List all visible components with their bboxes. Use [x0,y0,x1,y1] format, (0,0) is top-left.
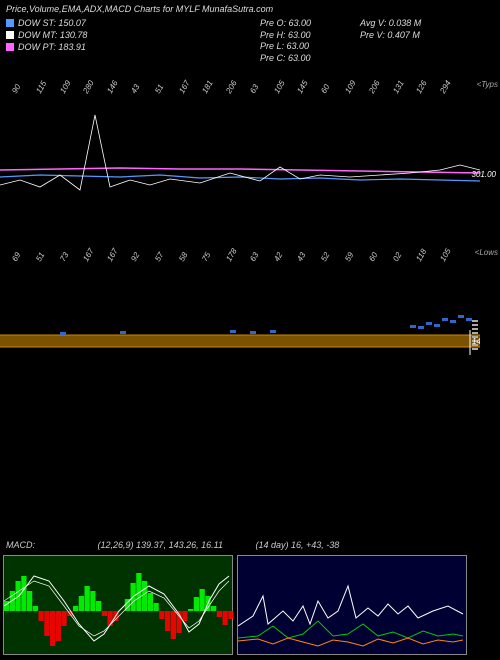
legend-label: DOW PT: 183.91 [18,42,86,52]
adx-params: (14 day) 16, +43, -38 [255,540,339,550]
tick-label: 206 [367,79,381,95]
tick-label: 294 [438,79,452,95]
tick-label: 131 [391,79,405,95]
info-row: Pre C: 63.00 [260,53,311,65]
tick-label: 145 [296,79,310,95]
tick-label: 51 [153,83,165,95]
price-axis-ticks: 90 115 109 280 146 43 51 167 181 206 63 105 145 60 109… [0,72,480,92]
tick-label: 126 [415,79,429,95]
volume-svg: 143 [0,240,480,380]
swatch-mt [6,31,14,39]
macd-params: (12,26,9) 139.37, 143.26, 16.11 [98,540,223,550]
svg-text:143: 143 [472,337,480,346]
info-row: Avg V: 0.038 M [360,18,421,30]
legend-label: DOW MT: 130.78 [18,30,87,40]
volume-chart: 143 [0,240,480,380]
swatch-st [6,19,14,27]
price-svg [0,95,480,225]
adx-chart [237,555,467,655]
ohlc-info: Pre O: 63.00 Pre H: 63.00 Pre L: 63.00 P… [260,18,311,65]
tick-label: 206 [224,79,238,95]
tick-label: 280 [82,79,96,95]
info-row: Pre H: 63.00 [260,30,311,42]
legend: DOW ST: 150.07 DOW MT: 130.78 DOW PT: 18… [6,18,87,54]
legend-item: DOW MT: 130.78 [6,30,87,40]
macd-label: MACD: [6,540,35,550]
tick-label: 43 [129,83,141,95]
price-chart: 301.00 [0,95,480,225]
tick-label: 146 [105,79,119,95]
macd-svg [4,556,234,656]
tick-label: 105 [272,79,286,95]
macd-chart [3,555,233,655]
info-row: Pre L: 63.00 [260,41,311,53]
tick-label: 90 [10,83,22,95]
info-row: Pre V: 0.407 M [360,30,421,42]
price-value: 301.00 [472,170,496,179]
tick-label: 167 [177,79,191,95]
indicator-header: MACD: (12,26,9) 139.37, 143.26, 16.11 AD… [6,540,496,550]
tick-label: 63 [248,83,260,95]
page-title: Price,Volume,EMA,ADX,MACD Charts for MYL… [6,4,273,14]
price-side-label: <Typs [477,80,498,89]
tick-label: 115 [34,79,48,95]
legend-item: DOW ST: 150.07 [6,18,87,28]
legend-item: DOW PT: 183.91 [6,42,87,52]
swatch-pt [6,43,14,51]
vol-info: Avg V: 0.038 M Pre V: 0.407 M [360,18,421,41]
legend-label: DOW ST: 150.07 [18,18,86,28]
adx-svg [238,556,468,656]
tick-label: 181 [201,79,215,95]
tick-label: 109 [343,79,357,95]
tick-label: 60 [319,83,331,95]
info-row: Pre O: 63.00 [260,18,311,30]
tick-label: 109 [58,79,72,95]
